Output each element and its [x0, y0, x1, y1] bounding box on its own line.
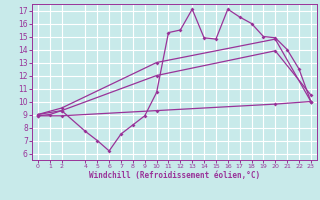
X-axis label: Windchill (Refroidissement éolien,°C): Windchill (Refroidissement éolien,°C) — [89, 171, 260, 180]
